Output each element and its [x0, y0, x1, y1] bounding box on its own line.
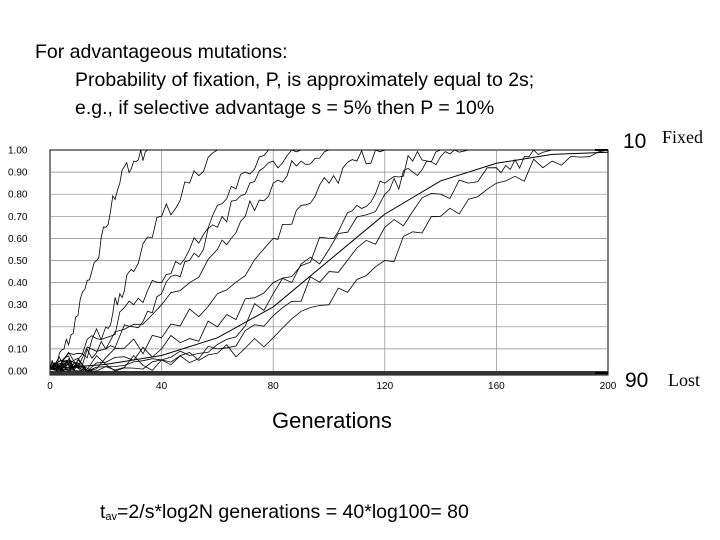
- series-line-run-5: [49, 149, 357, 370]
- series-line-run-3: [49, 149, 302, 370]
- fixation-chart: 0.00 0.10 0.20 0.30 0.40 0.50 0.60 0.70 0.80 0.90…: [0, 128, 720, 403]
- fixed-label: Fixed: [662, 128, 703, 147]
- x-tick-label: 200: [600, 381, 617, 392]
- y-tick-label: 0.10: [8, 344, 28, 355]
- y-tick-label: 0.20: [8, 322, 28, 333]
- series-line-run-4: [49, 149, 329, 372]
- series-group: [49, 149, 609, 372]
- y-tick-label: 0.30: [8, 300, 28, 311]
- series-line-run-8: [49, 149, 553, 372]
- y-tick-label: 0.00: [8, 367, 28, 378]
- heading-line-3: e.g., if selective advantage s = 5% then…: [75, 97, 495, 119]
- series-line-run-2: [49, 149, 246, 371]
- y-tick-label: 0.80: [8, 190, 28, 201]
- y-tick-label: 0.90: [8, 168, 28, 179]
- y-tick-label: 1.00: [8, 146, 28, 157]
- lost-run-line: [49, 360, 64, 372]
- x-axis-band: [50, 371, 608, 375]
- heading: For advantageous mutations: Probability …: [35, 38, 534, 122]
- y-tick-label: 0.50: [8, 256, 28, 267]
- x-tick-label: 160: [488, 381, 505, 392]
- x-axis-ticks: 0 40 80 120 160 200: [47, 381, 617, 392]
- fixation-chart-svg: 0.00 0.10 0.20 0.30 0.40 0.50 0.60 0.70 0.80 0.90…: [8, 128, 703, 392]
- heading-line-2: Probability of fixation, P, is approxima…: [75, 69, 535, 91]
- series-line-run-6: [49, 149, 413, 372]
- formula: tav=2/s*log2N generations = 40*log100= 8…: [100, 501, 469, 524]
- series-line-run-1: [49, 149, 162, 369]
- x-tick-label: 40: [156, 381, 168, 392]
- y-tick-label: 0.70: [8, 212, 28, 223]
- lost-run-line: [49, 360, 84, 372]
- lost-count: 90: [625, 369, 648, 392]
- lost-label: Lost: [668, 370, 700, 390]
- y-tick-label: 0.40: [8, 278, 28, 289]
- plot-frame: [49, 149, 609, 376]
- heading-line-1: For advantageous mutations:: [35, 41, 288, 63]
- formula-subscript: av: [105, 511, 118, 523]
- formula-rest: =2/s*log2N generations = 40*log100= 80: [117, 501, 469, 523]
- x-tick-label: 0: [47, 381, 53, 392]
- lost-run-line: [49, 359, 76, 372]
- y-axis-ticks: 0.00 0.10 0.20 0.30 0.40 0.50 0.60 0.70 0.80 0.90…: [8, 146, 28, 378]
- fixed-count: 10: [623, 130, 646, 153]
- formula-prefix: t: [100, 501, 106, 523]
- x-tick-label: 80: [268, 381, 280, 392]
- series-line-run-9: [49, 149, 609, 372]
- lost-run-line: [49, 360, 75, 372]
- gridlines: [50, 150, 608, 375]
- x-tick-label: 120: [376, 381, 393, 392]
- y-tick-label: 0.60: [8, 234, 28, 245]
- series-line-run-7: [49, 149, 441, 372]
- lost-run-line: [49, 361, 75, 372]
- series-line-run-10: [49, 149, 469, 372]
- x-axis-label: Generations: [272, 408, 392, 433]
